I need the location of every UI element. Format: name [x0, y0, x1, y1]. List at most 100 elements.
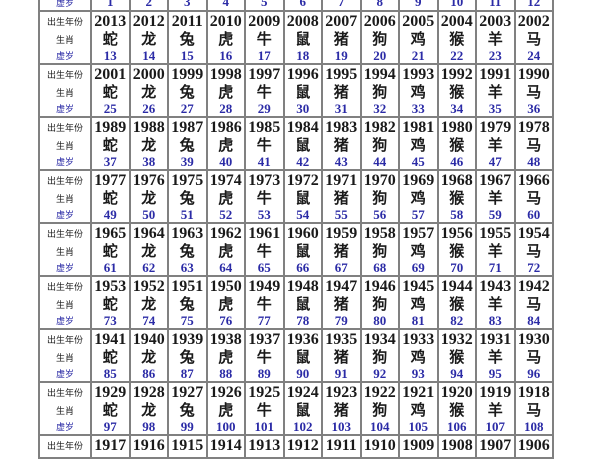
year-value: 2007 [325, 13, 358, 30]
age-value: 1 [107, 0, 114, 9]
age-value: 42 [296, 154, 310, 169]
zodiac-value: 鸡 [410, 244, 426, 260]
age-value: 87 [180, 366, 194, 381]
age-value: 76 [219, 313, 233, 328]
year-zodiac-age-cell: 2013 蛇 13 [92, 12, 129, 63]
age-value: 68 [373, 260, 387, 275]
year-zodiac-age-cell: 1933 鸡 93 [400, 330, 437, 381]
year-value: 1960 [286, 225, 319, 242]
zodiac-value: 马 [526, 350, 542, 366]
age-value: 40 [219, 154, 233, 169]
age-value: 90 [296, 366, 310, 381]
year-value: 1990 [517, 66, 550, 83]
age-value: 88 [219, 366, 233, 381]
age-value: 12 [527, 0, 541, 9]
year-zodiac-age-cell: 1972 鼠 54 [284, 171, 321, 222]
year-value: 1948 [286, 278, 319, 295]
age-cell: 8 [361, 0, 398, 10]
row-label-zodiac: 生肖 [55, 406, 74, 416]
row-label-birth-year: 出生年份 [46, 282, 83, 292]
zodiac-value: 蛇 [102, 32, 118, 48]
zodiac-value: 鸡 [410, 297, 426, 313]
year-value: 1932 [440, 331, 473, 348]
row-label-age: 虚岁 [55, 104, 74, 114]
row-label-zodiac: 生肖 [55, 88, 74, 98]
zodiac-value: 猴 [449, 191, 465, 207]
year-zodiac-age-cell: 1978 马 48 [515, 118, 552, 169]
year-value: 1976 [132, 172, 165, 189]
year-zodiac-age-cell: 2005 鸡 21 [400, 12, 437, 63]
age-value: 63 [180, 260, 194, 275]
year-zodiac-age-cell: 1919 羊 107 [477, 383, 514, 434]
age-value: 14 [142, 48, 156, 63]
age-value: 32 [373, 101, 387, 116]
zodiac-value: 鼠 [295, 297, 311, 313]
zodiac-value: 虎 [218, 85, 234, 101]
zodiac-value: 兔 [179, 297, 195, 313]
year-value: 1953 [94, 278, 127, 295]
zodiac-value: 鼠 [295, 32, 311, 48]
year-zodiac-age-cell: 1929 蛇 97 [92, 383, 129, 434]
year-zodiac-age-cell: 1936 鼠 90 [284, 330, 321, 381]
year-zodiac-age-cell: 1993 鸡 33 [400, 65, 437, 116]
year-zodiac-age-cell: 2008 鼠 18 [284, 12, 321, 63]
year-value: 1961 [248, 225, 281, 242]
age-value: 108 [524, 419, 544, 434]
year-value: 1916 [132, 437, 165, 454]
year-cell: 1910 [361, 436, 398, 457]
zodiac-value: 狗 [372, 138, 388, 154]
age-value: 16 [219, 48, 233, 63]
age-value: 9 [415, 0, 422, 9]
year-value: 1994 [363, 66, 396, 83]
year-value: 1955 [479, 225, 512, 242]
year-value: 2003 [479, 13, 512, 30]
year-zodiac-age-cell: 1953 蛇 73 [92, 277, 129, 328]
year-value: 1919 [479, 384, 512, 401]
year-value: 1979 [479, 119, 512, 136]
age-value: 61 [103, 260, 117, 275]
zodiac-value: 兔 [179, 403, 195, 419]
zodiac-value: 鼠 [295, 191, 311, 207]
zodiac-value: 猴 [449, 244, 465, 260]
year-zodiac-age-cell: 1968 猴 58 [438, 171, 475, 222]
year-zodiac-age-cell: 1973 牛 53 [246, 171, 283, 222]
zodiac-value: 虎 [218, 32, 234, 48]
age-value: 23 [488, 48, 502, 63]
age-value: 81 [411, 313, 425, 328]
year-zodiac-age-cell: 1975 兔 51 [169, 171, 206, 222]
year-zodiac-age-cell: 1920 猴 106 [438, 383, 475, 434]
row-label-birth-year: 出生年份 [46, 388, 83, 398]
zodiac-value: 猪 [333, 191, 349, 207]
year-value: 1941 [94, 331, 127, 348]
zodiac-age-table-grid: 虚岁 1 2 3 4 5 6 7 8 9 10 11 12 出生年份 生肖 虚岁 2013 蛇 13 2012 龙 14 2… [38, 0, 554, 459]
age-value: 60 [527, 207, 541, 222]
year-value: 1997 [248, 66, 281, 83]
year-zodiac-age-cell: 1976 龙 50 [130, 171, 167, 222]
year-zodiac-age-cell: 1980 猴 46 [438, 118, 475, 169]
year-zodiac-age-cell: 2002 马 24 [515, 12, 552, 63]
age-value: 4 [222, 0, 230, 9]
zodiac-value: 猴 [449, 403, 465, 419]
year-zodiac-age-cell: 1987 兔 39 [169, 118, 206, 169]
age-value: 30 [296, 101, 310, 116]
age-cell: 2 [130, 0, 167, 10]
age-value: 91 [334, 366, 348, 381]
year-zodiac-age-cell: 1941 蛇 85 [92, 330, 129, 381]
year-value: 1996 [286, 66, 319, 83]
zodiac-value: 猴 [449, 138, 465, 154]
row-label-cell: 出生年份 生肖 虚岁 [40, 65, 90, 116]
year-value: 1910 [363, 437, 396, 454]
year-value: 2006 [363, 13, 396, 30]
year-value: 1978 [517, 119, 550, 136]
year-value: 1936 [286, 331, 319, 348]
year-value: 1940 [132, 331, 165, 348]
age-value: 55 [334, 207, 348, 222]
year-zodiac-age-cell: 1950 虎 76 [207, 277, 244, 328]
year-zodiac-age-cell: 1946 狗 80 [361, 277, 398, 328]
year-value: 1970 [363, 172, 396, 189]
age-value: 26 [142, 101, 156, 116]
age-value: 104 [370, 419, 390, 434]
row-label-cell: 出生年份 生肖 虚岁 [40, 277, 90, 328]
age-value: 107 [485, 419, 506, 434]
year-value: 1971 [325, 172, 358, 189]
